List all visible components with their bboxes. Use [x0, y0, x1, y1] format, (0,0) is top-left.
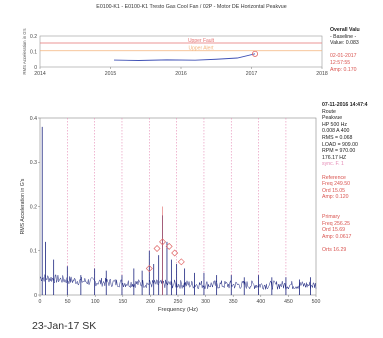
- trend-x-tick-label: 2015: [105, 71, 117, 77]
- trend-x-tick-label: 2018: [316, 71, 328, 77]
- overall-info-line: 12:57:55: [330, 59, 351, 66]
- readout-info-line: Amp: 0.0617: [322, 233, 352, 240]
- trend-series-line: [114, 53, 256, 61]
- readout-info-line: LOAD = 909.00: [322, 141, 358, 148]
- spectrum-y-tick-label: 0.4: [30, 116, 37, 122]
- spectrum-y-tick-label: 0.1: [30, 249, 37, 255]
- readout-info-line: 176.17 HZ: [322, 154, 347, 161]
- spectrum-x-tick-label: 300: [201, 299, 210, 305]
- readout-info-line: RMS = 0.068: [322, 134, 353, 141]
- trend-y-tick-label: 0: [34, 65, 37, 71]
- trend-x-tick-label: 2017: [246, 71, 258, 77]
- overall-info-line: 02-01-2017: [330, 53, 357, 60]
- readout-info-line: RPM = 970.00: [322, 148, 356, 155]
- threshold-label: Upper Fault: [188, 38, 215, 44]
- readout-info-line: 0.008 A 400: [322, 128, 350, 135]
- trend-y-tick-label: 0.2: [30, 34, 37, 40]
- spectrum-diamond-marker: [177, 258, 185, 266]
- spectrum-x-tick-label: 400: [256, 299, 265, 305]
- readout-info-line: Route: [322, 108, 336, 115]
- spectrum-x-tick-label: 50: [65, 299, 71, 305]
- overall-info-line: Amp: 0.170: [330, 66, 357, 73]
- trend-x-tick-label: 2016: [175, 71, 187, 77]
- spectrum-x-tick-label: 450: [284, 299, 293, 305]
- trend-y-axis-label: RMS Acceleration in G's: [22, 28, 27, 74]
- spectrum-diamond-marker: [159, 238, 167, 246]
- spectrum-diamond-marker: [153, 245, 161, 253]
- readout-info-line: Orts 16.29: [322, 247, 347, 254]
- readout-info-line: HP 500 Hz: [322, 121, 347, 128]
- readout-info-line: [322, 208, 368, 215]
- spectrum-y-tick-label: 0.2: [30, 204, 37, 210]
- overall-info-line: Value: 0.083: [330, 40, 359, 47]
- readout-info-line: [322, 201, 368, 208]
- overall-info-line: - Baseline -: [330, 33, 357, 40]
- readout-info-line: Amp: 0.120: [322, 194, 349, 201]
- spectrum-x-tick-label: 200: [146, 299, 155, 305]
- trend-x-tick-label: 2014: [34, 71, 46, 77]
- spectrum-x-tick-label: 150: [118, 299, 127, 305]
- spectrum-x-tick-label: 0: [39, 299, 42, 305]
- readout-info-line: [322, 240, 368, 247]
- spectrum-noise-floor: [39, 274, 317, 291]
- spectrum-diamond-marker: [171, 249, 179, 257]
- overall-value-panel: Overall Valu - Baseline - Value: 0.083 02-…: [330, 27, 360, 73]
- threshold-label: Upper Alert: [188, 46, 214, 52]
- readout-info-line: [322, 168, 368, 175]
- readout-info-line: Ord 15.05: [322, 187, 346, 194]
- overall-info-line: [330, 47, 360, 54]
- readout-info-line: Primary: [322, 214, 340, 221]
- footer-note: 23-Jan-17 SK: [32, 320, 97, 332]
- readout-info-line: Reference: [322, 174, 346, 181]
- readout-info-line: Ord 15.69: [322, 227, 346, 234]
- trend-y-tick-label: 0.1: [30, 49, 37, 55]
- spectrum-x-tick-label: 500: [312, 299, 321, 305]
- spectrum-y-tick-label: 0: [34, 293, 37, 299]
- readout-info-line: 07-11-2016 14:47:4: [322, 102, 368, 108]
- spectrum-x-tick-label: 100: [91, 299, 100, 305]
- readout-info-line: sync. F. 1: [322, 161, 344, 168]
- spectrum-y-axis-label: RMS Acceleration in G's: [20, 178, 26, 234]
- spectrum-y-tick-label: 0.3: [30, 160, 37, 166]
- cursor-readout-panel: 07-11-2016 14:47:4 Route Peakvue HP 500 Hz 0…: [322, 102, 368, 254]
- spectrum-x-axis-label: Frequency (Hz): [158, 307, 198, 313]
- trend-current-marker: [252, 50, 259, 57]
- readout-info-line: Freq 249.50: [322, 181, 350, 188]
- readout-info-line: Freq 256.25: [322, 220, 350, 227]
- spectrum-diamond-marker: [165, 242, 173, 250]
- spectrum-x-tick-label: 350: [229, 299, 238, 305]
- spectrum-x-tick-label: 250: [174, 299, 183, 305]
- spectrum-plot-frame: [39, 117, 317, 296]
- overall-info-line: Overall Valu: [330, 27, 360, 33]
- spectrum-diamond-marker: [145, 264, 153, 272]
- chart-title: E0100-K1 - E0100-K1 Tresto Gas Cool Fan …: [96, 4, 287, 10]
- readout-info-line: Peakvue: [322, 115, 343, 122]
